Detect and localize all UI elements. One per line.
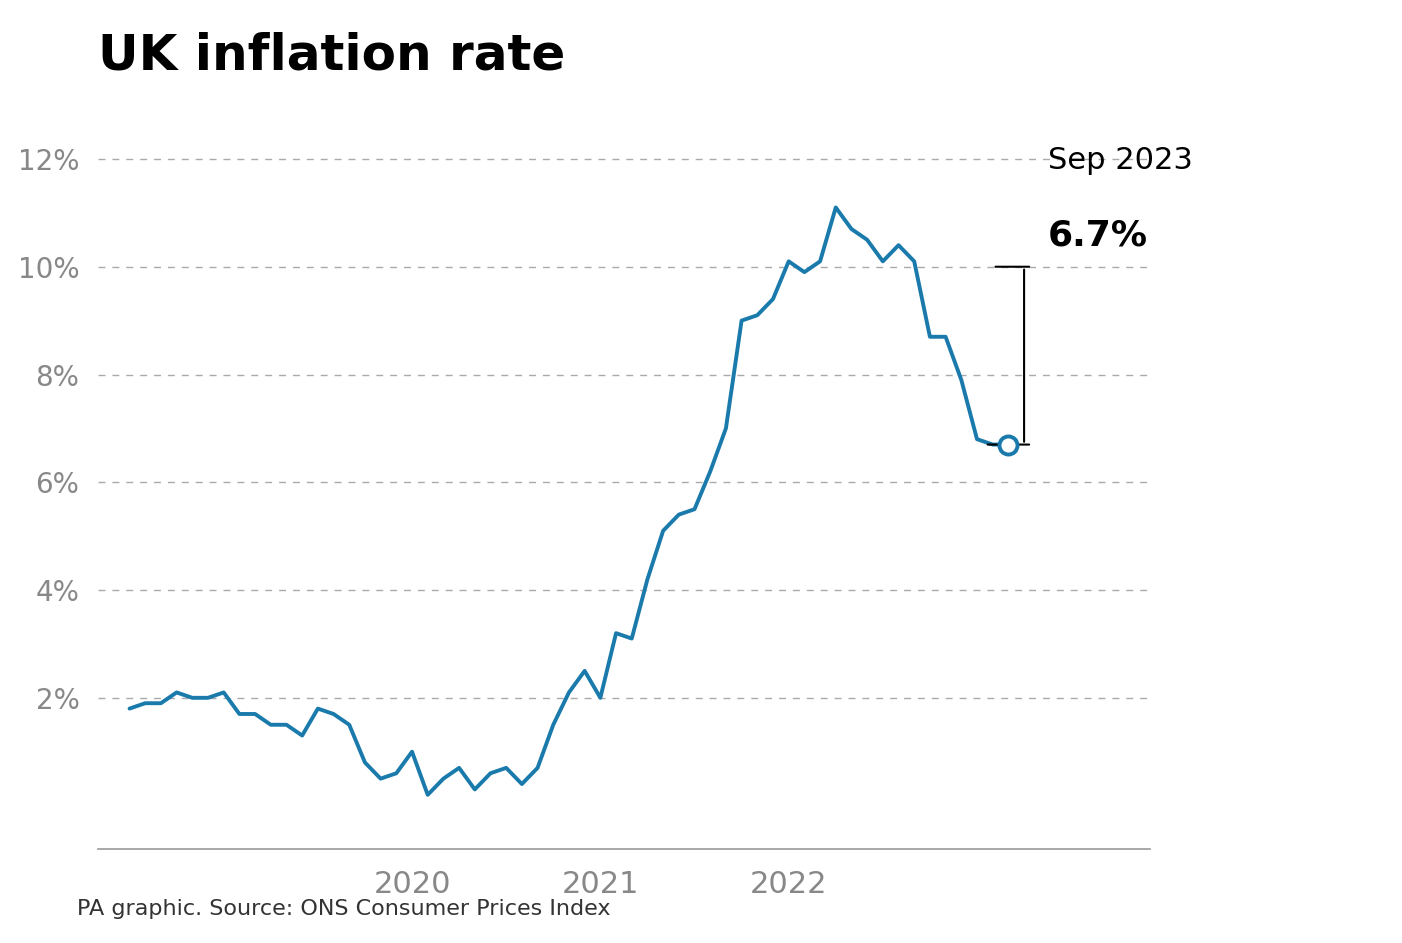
- Text: UK inflation rate: UK inflation rate: [98, 31, 565, 79]
- Text: Sep 2023: Sep 2023: [1047, 146, 1193, 175]
- Text: 6.7%: 6.7%: [1047, 218, 1148, 252]
- Text: PA graphic. Source: ONS Consumer Prices Index: PA graphic. Source: ONS Consumer Prices …: [77, 900, 611, 919]
